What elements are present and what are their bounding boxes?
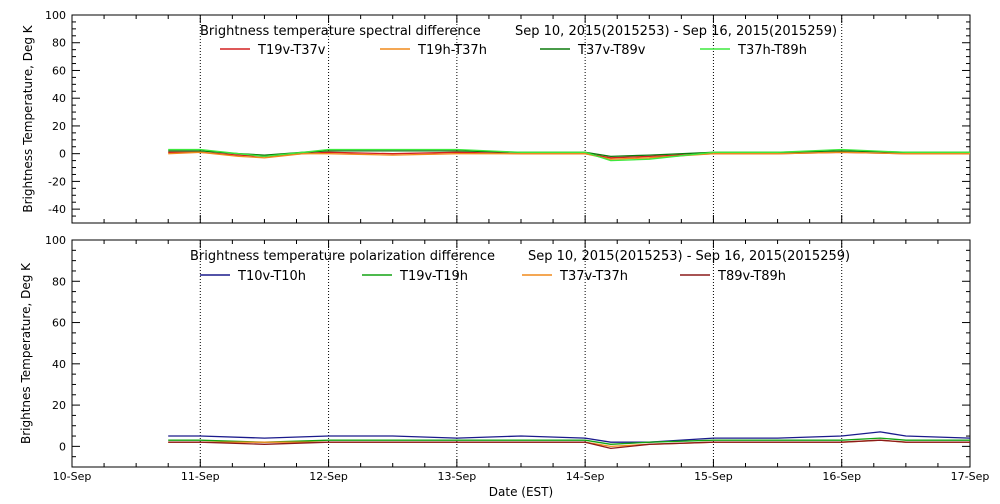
legend-label: T37v-T89v: [577, 43, 646, 58]
y-tick-label: 40: [52, 92, 66, 105]
y-axis-title: Brightness Temperature, Deg K: [21, 24, 35, 212]
legend-label: T37v-T37h: [559, 269, 628, 284]
y-tick-label: 0: [59, 440, 66, 453]
chart-panel-1: -40 -20 0 20 40 60 80 100 Brightness Temperature…: [21, 9, 971, 224]
y-axis-title: Brightnes Temperature, Deg K: [19, 262, 33, 444]
x-tick-label: 16-Sep: [822, 470, 861, 483]
x-axis-title: Date (EST): [489, 485, 553, 499]
chart-panel-2: 10-Sep 11-Sep 12-Sep 13-Sep 14-Sep 15-Sep 16-S…: [19, 234, 989, 499]
chart-date-range: Sep 10, 2015(2015253) - Sep 16, 2015(201…: [515, 24, 837, 39]
series-line: [168, 439, 970, 450]
chart-title: Brightness temperature spectral differen…: [200, 24, 481, 39]
y-tick-label: 20: [52, 120, 66, 133]
legend-label: T89v-T89h: [717, 269, 786, 284]
series-line: [168, 437, 970, 445]
chart-title: Brightness temperature polarization diff…: [190, 249, 495, 264]
chart-date-range: Sep 10, 2015(2015253) - Sep 16, 2015(201…: [528, 249, 850, 264]
x-tick-label: 17-Sep: [951, 470, 990, 483]
series-line: [168, 431, 971, 443]
y-tick-label: 20: [52, 399, 66, 412]
legend-label: T19v-T19h: [399, 269, 468, 284]
y-tick-label: 60: [52, 64, 66, 77]
plot-frame: [71, 14, 971, 224]
y-tick-label: -20: [48, 175, 66, 188]
x-tick-label: 10-Sep: [53, 470, 92, 483]
x-tick-label: 13-Sep: [438, 470, 477, 483]
y-tick-label: 80: [52, 275, 66, 288]
y-tick-label: 100: [45, 9, 66, 22]
legend-label: T10v-T10h: [237, 269, 306, 284]
y-tick-label: -40: [48, 203, 66, 216]
x-tick-label: 12-Sep: [309, 470, 348, 483]
y-tick-label: 100: [45, 234, 66, 247]
y-tick-label: 80: [52, 37, 66, 50]
y-tick-label: 0: [59, 148, 66, 161]
x-tick-label: 11-Sep: [181, 470, 220, 483]
x-tick-label: 15-Sep: [694, 470, 733, 483]
plot-frame: [71, 239, 971, 468]
legend-label: T37h-T89h: [737, 43, 807, 58]
y-tick-label: 60: [52, 317, 66, 330]
series-line: [168, 151, 970, 160]
series-line: [168, 148, 970, 162]
legend-label: T19h-T37h: [417, 43, 487, 58]
x-tick-label: 14-Sep: [566, 470, 605, 483]
y-tick-label: 40: [52, 358, 66, 371]
legend-label: T19v-T37v: [257, 43, 326, 58]
